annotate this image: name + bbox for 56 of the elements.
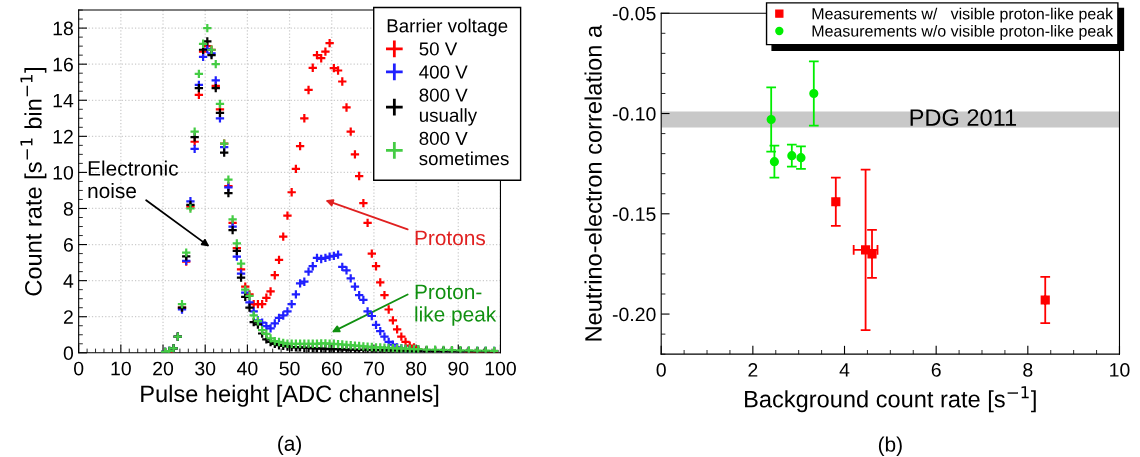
x-tick-label: 8 [1023,363,1033,377]
band-label: PDG 2011 [910,109,1017,126]
x-tick-label: 6 [931,363,941,377]
x-axis-title: Background count rate [s$^{−1}$] [745,386,1036,413]
x-tick-label: 10 [111,361,131,376]
y-axis-title: Neutrino-electron correlation a [584,24,602,341]
y-tick-label: -0.10 [612,106,656,121]
x-tick-label: 4 [839,363,850,377]
x-tick-label: 50 [279,361,300,376]
y-tick-label: -0.15 [612,207,656,222]
legend-label: 800 V usually [419,88,478,126]
x-tick-label: 30 [195,361,216,376]
y-tick-label: -0.05 [612,6,656,21]
point [787,151,797,161]
annotation: Electronic noise [88,160,179,199]
x-axis-title: Pulse height [ADC channels] [141,384,439,407]
legend-label: 400 V [419,65,468,79]
x-tick-label: 70 [364,361,384,376]
legend-label: 50 V [419,42,458,56]
y-tick-label: 16 [53,57,73,72]
annotation: Proton- like peak [415,284,497,326]
point [766,114,776,125]
x-tick-label: 90 [448,361,469,376]
x-tick-label: 80 [406,361,427,376]
legend-label: Measurements w/o visible proton-like peak [812,24,1114,40]
y-tick-label: 0 [63,346,74,361]
x-tick-label: 60 [321,361,342,376]
y-axis-title: Count rate [s$^{−1}$ bin$^{−1}$] [20,68,47,296]
annotation: Protons [415,230,486,246]
x-tick-label: 2 [748,363,758,377]
y-tick-label: 8 [63,201,73,216]
y-tick-label: 2 [63,310,73,324]
y-tick-label: 14 [53,93,74,108]
legend-label: Measurements w/ visible proton-like peak [812,7,1114,23]
x-tick-label: 0 [656,363,666,377]
text: (b) [878,436,902,456]
x-tick-label: 10 [1110,363,1130,377]
y-tick-label: 6 [63,238,73,252]
point [1040,295,1050,305]
point [809,88,819,99]
y-tick-label: 10 [53,165,74,180]
y-tick-label: 18 [53,21,73,36]
x-tick-label: 20 [153,361,174,376]
x-tick-label: 0 [74,361,84,376]
y-tick-label: -0.20 [612,307,656,322]
x-tick-label: 40 [237,361,258,376]
point [867,249,877,259]
x-tick-label: 100 [485,361,516,376]
point [796,153,806,163]
legend-label: 800 V sometimes [419,131,509,166]
point [831,197,841,207]
text: (a) [278,435,301,456]
point [769,157,779,167]
legend-title: Barrier voltage [387,18,508,37]
y-tick-label: 4 [63,274,74,288]
y-tick-label: 12 [53,129,73,144]
